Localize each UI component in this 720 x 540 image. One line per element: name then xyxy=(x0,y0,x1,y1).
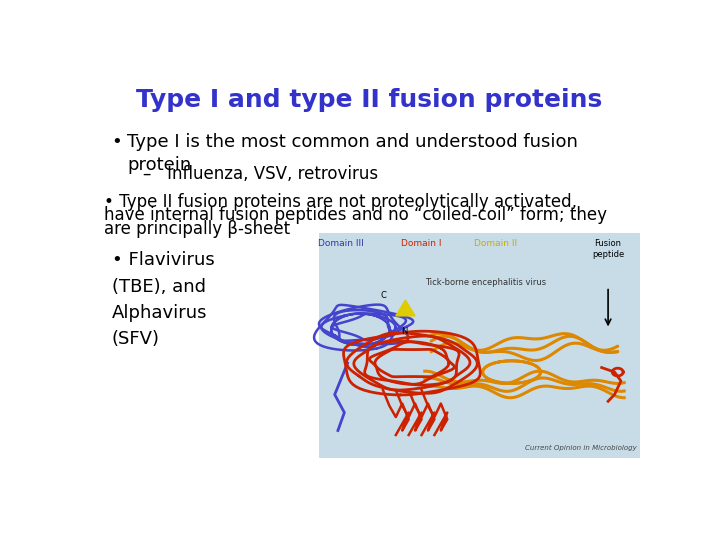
Text: • Flavivirus
(TBE), and
Alphavirus
(SFV): • Flavivirus (TBE), and Alphavirus (SFV) xyxy=(112,251,215,348)
Polygon shape xyxy=(396,300,415,316)
Text: have internal fusion peptides and no “coiled-coil” form; they: have internal fusion peptides and no “co… xyxy=(104,206,607,225)
Bar xyxy=(319,233,640,457)
Text: •: • xyxy=(112,132,122,151)
Text: C: C xyxy=(380,291,386,300)
Text: –   Influenza, VSV, retrovirus: – Influenza, VSV, retrovirus xyxy=(143,165,378,183)
Text: are principally β-sheet: are principally β-sheet xyxy=(104,220,290,238)
Text: Tick-borne encephalitis virus: Tick-borne encephalitis virus xyxy=(426,278,546,287)
Text: • Type II fusion proteins are not proteolytically activated,: • Type II fusion proteins are not proteo… xyxy=(104,193,577,211)
Text: Type I is the most common and understood fusion
protein: Type I is the most common and understood… xyxy=(127,132,578,174)
Text: Fusion
peptide: Fusion peptide xyxy=(592,239,624,259)
Text: Current Opinion in Microbiology: Current Opinion in Microbiology xyxy=(526,444,637,451)
Text: Domain III: Domain III xyxy=(318,239,364,248)
Text: Type I and type II fusion proteins: Type I and type II fusion proteins xyxy=(136,88,602,112)
Text: Domain II: Domain II xyxy=(474,239,517,248)
Text: Domain I: Domain I xyxy=(401,239,442,248)
Text: N: N xyxy=(400,327,407,336)
